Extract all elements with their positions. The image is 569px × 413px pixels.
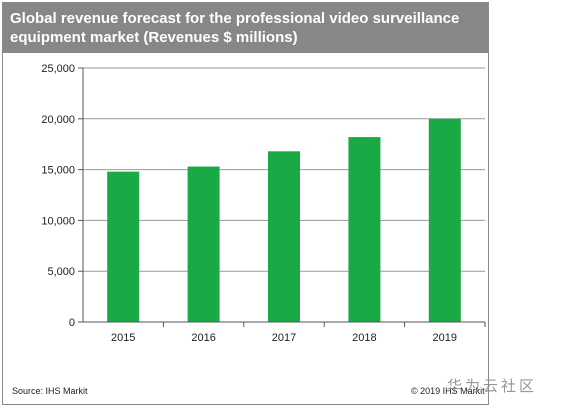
x-tick-label: 2019: [433, 332, 457, 344]
bar-2018: [348, 137, 381, 322]
copyright-note: © 2019 IHS Markit: [411, 386, 485, 396]
bar-2015: [107, 171, 140, 322]
y-tick-label: 25,000: [41, 63, 75, 75]
y-tick-label: 15,000: [41, 165, 75, 177]
axes: [78, 67, 486, 327]
bar-2016: [187, 166, 220, 322]
y-tick-label: 0: [69, 317, 75, 329]
y-tick-label: 20,000: [41, 114, 75, 126]
tick-labels: 0 5,000 10,000 15,000 20,000 25,000 2015 2016 20…: [41, 63, 457, 344]
chart-title: Global revenue forecast for the professi…: [3, 3, 488, 53]
x-tick-label: 2016: [191, 332, 215, 344]
x-tick-label: 2015: [111, 332, 135, 344]
y-tick-label: 5,000: [47, 266, 75, 278]
bar-chart: 0 5,000 10,000 15,000 20,000 25,000 2015 2016 20…: [41, 63, 486, 344]
bar-2017: [268, 151, 300, 322]
source-note: Source: IHS Markit: [12, 386, 88, 396]
watermark-text: 华为云社区: [447, 377, 538, 395]
chart-title-line-2: equipment market (Revenues $ millions): [10, 29, 298, 46]
chart-title-line-1: Global revenue forecast for the professi…: [10, 10, 460, 27]
bar-2019: [428, 118, 461, 322]
y-tick-label: 10,000: [41, 215, 75, 227]
x-tick-label: 2018: [352, 332, 376, 344]
bars: [107, 118, 461, 322]
chart-frame: Global revenue forecast for the professi…: [2, 2, 489, 405]
x-tick-label: 2017: [272, 332, 296, 344]
